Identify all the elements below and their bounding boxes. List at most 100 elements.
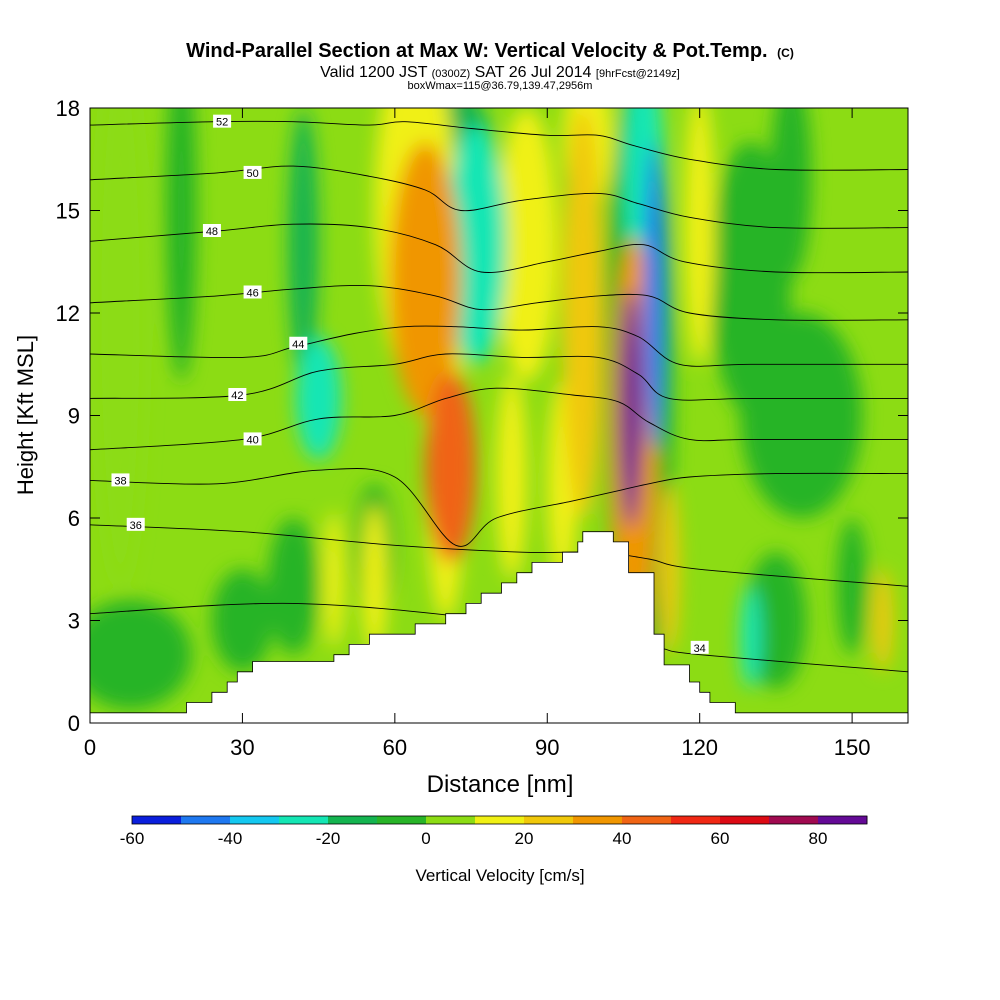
theta-label-bg-36 <box>126 517 145 531</box>
y-tick-label-18: 18 <box>56 96 80 121</box>
theta-contour-36 <box>90 524 908 587</box>
colorbar-swatch-7 <box>475 816 525 824</box>
svg-text:Wind-Parallel Section at Max W: Wind-Parallel Section at Max W: Vertical… <box>186 40 794 62</box>
chart-title: Wind-Parallel Section at Max W: Vertical… <box>186 40 767 62</box>
colorbar-tick--20: -20 <box>316 829 341 848</box>
subtitle-zulu: (0300Z) <box>432 68 471 80</box>
theta-label-34: 34 <box>694 643 706 655</box>
colorbar-swatch-3 <box>279 816 329 824</box>
theta-label-40: 40 <box>246 434 258 446</box>
w-cell-14 <box>496 374 527 580</box>
y-tick-label-3: 3 <box>68 609 80 634</box>
theta-label-bg-46 <box>243 285 262 299</box>
colorbar-swatch-9 <box>573 816 623 824</box>
colorbar-swatch-2 <box>230 816 280 824</box>
x-tick-label-120: 120 <box>681 735 718 760</box>
w-cell-18 <box>496 108 558 382</box>
colorbar-swatch-14 <box>818 816 868 824</box>
theta-label-38: 38 <box>114 475 126 487</box>
w-cell-24 <box>562 108 604 518</box>
theta-contour-42 <box>90 353 908 401</box>
svg-text:Valid 1200 JST (0300Z): Valid 1200 JST (0300Z) SAT 26 Jul 2014 [… <box>320 64 680 81</box>
theta-label-52: 52 <box>216 117 228 129</box>
contour-labels: 34 36 38 40 42 44 46 48 50 52 <box>111 114 709 655</box>
x-tick-label-90: 90 <box>535 735 559 760</box>
y-tick-label-0: 0 <box>68 711 80 736</box>
w-cell-8 <box>90 600 192 710</box>
colorbar-tick--40: -40 <box>218 829 243 848</box>
colorbar-frame <box>131 815 868 825</box>
colorbar-swatch-12 <box>720 816 770 824</box>
y-tick-label-9: 9 <box>68 404 80 429</box>
x-tick-label-0: 0 <box>84 735 96 760</box>
colorbar-label: Vertical Velocity [cm/s] <box>415 866 584 885</box>
w-cell-25 <box>872 569 893 672</box>
theta-label-bg-34 <box>690 640 709 654</box>
colorbar-swatch-0 <box>132 816 182 824</box>
w-cell-23 <box>288 108 319 382</box>
colorbar-tick-80: 80 <box>809 829 828 848</box>
w-cell-27 <box>295 336 342 460</box>
colorbar-swatch-11 <box>671 816 721 824</box>
w-cell-2 <box>211 569 273 672</box>
colorbar-tick-40: 40 <box>613 829 632 848</box>
colorbar-swatch-1 <box>181 816 231 824</box>
w-cell-3 <box>836 518 868 655</box>
y-axis-label: Height [Kft MSL] <box>13 335 38 495</box>
w-cell-20 <box>684 108 715 365</box>
y-tick-label-15: 15 <box>56 199 80 224</box>
w-cell-9 <box>267 518 319 655</box>
colorbar-swatch-13 <box>769 816 819 824</box>
subtitle-boxwmax: boxWmax=115@36.79,139.47,2956m <box>408 80 593 92</box>
theta-contour-50 <box>90 165 908 229</box>
theta-label-bg-44 <box>289 336 308 350</box>
colorbar-swatch-6 <box>426 816 476 824</box>
theta-label-36: 36 <box>130 520 142 532</box>
colorbar-swatch-5 <box>377 816 427 824</box>
x-tick-label-60: 60 <box>383 735 407 760</box>
theta-label-bg-38 <box>111 473 130 487</box>
terrain-layer <box>90 531 908 723</box>
x-tick-label-150: 150 <box>834 735 871 760</box>
terrain <box>90 531 908 723</box>
plot-area: 34 36 38 40 42 44 46 48 50 52 <box>89 107 909 724</box>
x-axis-label: Distance [nm] <box>427 771 574 798</box>
theta-label-bg-40 <box>243 432 262 446</box>
colorbar: -60 -40 -20 0 20 40 60 80 <box>120 815 868 848</box>
w-cell-30 <box>389 142 461 416</box>
theta-label-42: 42 <box>231 390 243 402</box>
w-cell-21 <box>323 511 345 648</box>
title-mark: (C) <box>777 46 794 60</box>
theta-contour-52 <box>90 120 908 171</box>
theta-label-bg-42 <box>228 388 247 401</box>
w-cell-11 <box>361 504 388 655</box>
theta-contour-38 <box>90 467 908 547</box>
theta-label-48: 48 <box>206 226 218 238</box>
theta-label-46: 46 <box>246 288 258 300</box>
subtitle-forecast: [9hrFcst@2149z] <box>596 68 680 80</box>
y-tick-label-12: 12 <box>56 301 80 326</box>
w-cell-13 <box>745 552 807 689</box>
colorbar-swatch-8 <box>524 816 574 824</box>
w-cell-28 <box>740 586 761 689</box>
w-cell-22 <box>659 483 680 655</box>
subtitle-date: SAT 26 Jul 2014 <box>475 64 592 81</box>
w-cell-32 <box>425 371 477 563</box>
theta-label-44: 44 <box>292 339 304 351</box>
theta-label-bg-52 <box>213 114 232 128</box>
colorbar-swatch-4 <box>328 816 378 824</box>
theta-label-bg-48 <box>202 224 221 237</box>
theta-label-50: 50 <box>246 168 258 180</box>
w-cell-4 <box>166 108 197 382</box>
colorbar-tick-0: 0 <box>421 829 430 848</box>
y-tick-label-6: 6 <box>68 506 80 531</box>
w-cell-34 <box>619 289 643 529</box>
subtitle-valid: Valid 1200 JST <box>320 64 428 81</box>
theta-contour-40 <box>90 387 908 451</box>
x-tick-label-30: 30 <box>230 735 254 760</box>
theta-contour-48 <box>90 223 908 274</box>
colorbar-swatch-10 <box>622 816 672 824</box>
theta-contour-44 <box>90 325 908 367</box>
